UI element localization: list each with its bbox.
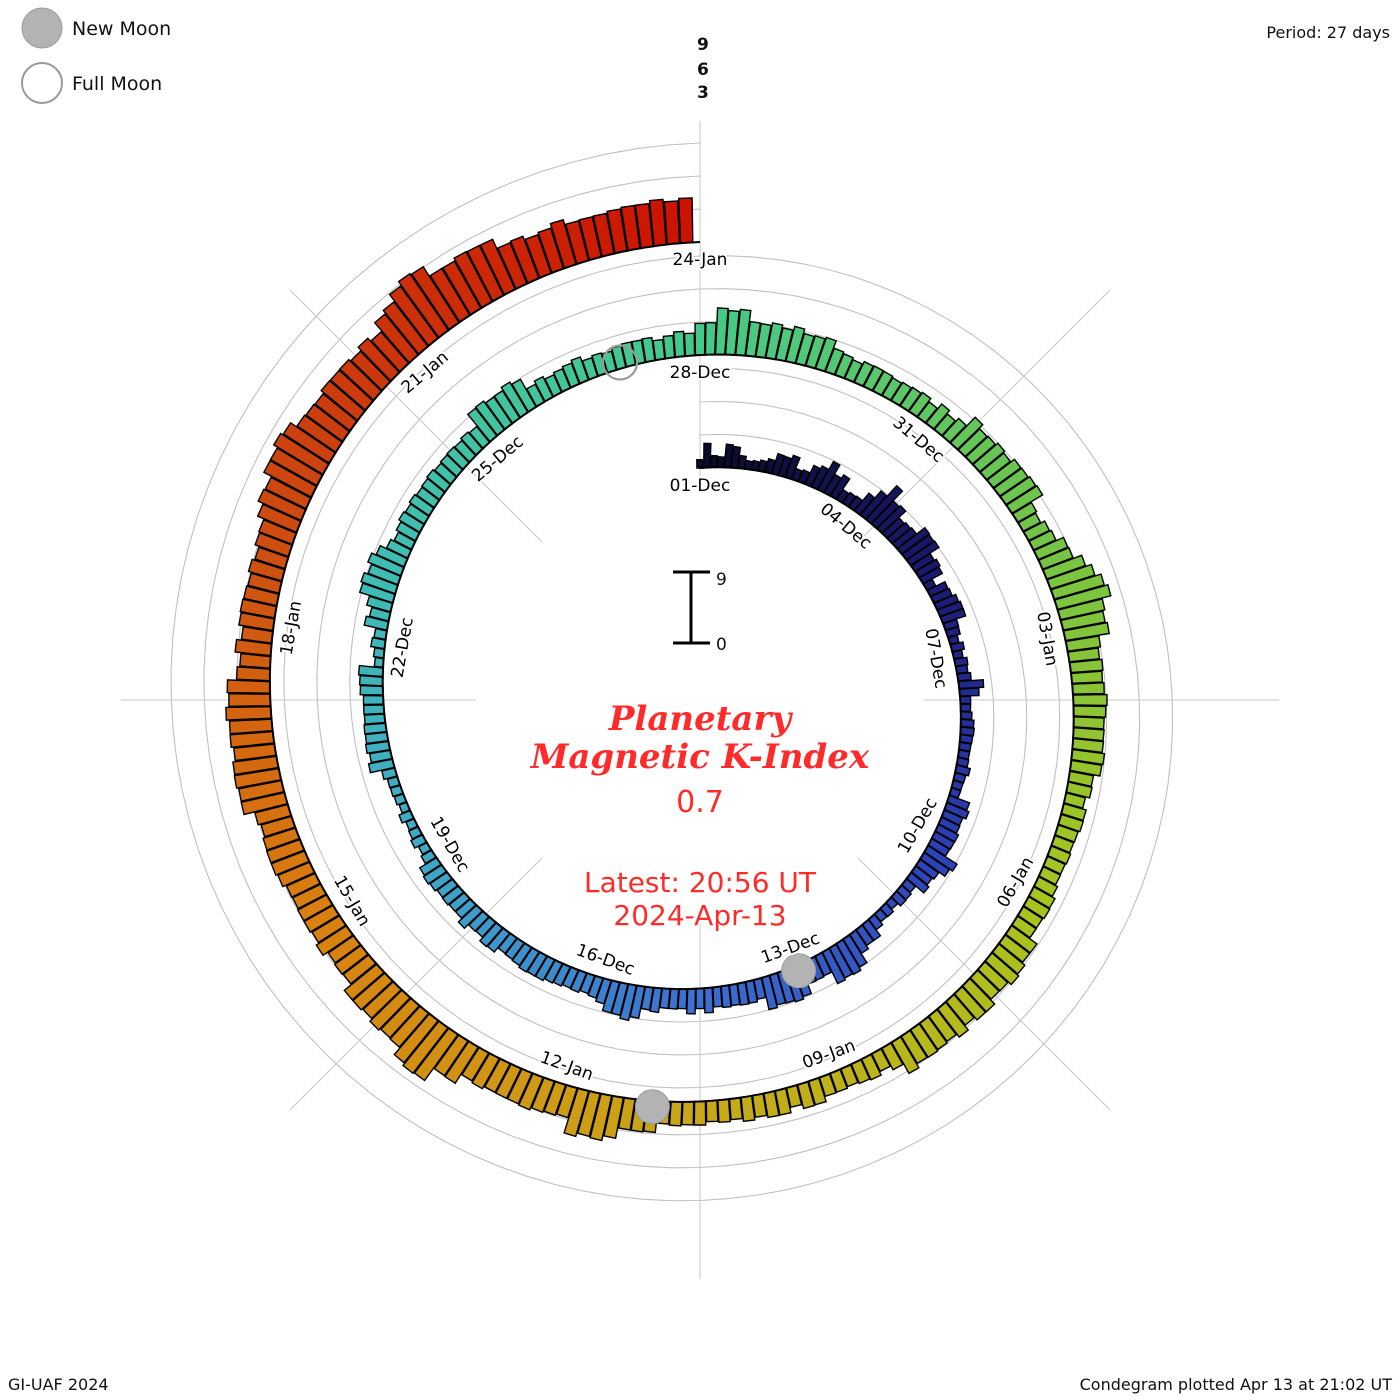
kp-bar xyxy=(696,459,704,469)
kp-bar xyxy=(362,694,384,706)
kp-bar xyxy=(959,718,975,729)
svg-text:28-Dec: 28-Dec xyxy=(670,363,731,383)
radial-spoke xyxy=(290,858,542,1110)
kp-bar xyxy=(363,713,386,725)
kp-bar xyxy=(358,674,384,687)
kp-bar xyxy=(728,1097,744,1121)
kp-bar xyxy=(226,679,271,694)
new-moon-marker-icon xyxy=(634,1089,670,1125)
kp-bar xyxy=(957,678,985,690)
svg-text:24-Jan: 24-Jan xyxy=(673,250,728,270)
kp-bar xyxy=(740,1095,756,1123)
moon-markers xyxy=(601,344,817,1125)
kp-bar xyxy=(959,703,972,713)
svg-text:28-Dec: 28-Dec xyxy=(670,363,731,383)
kp-bar xyxy=(959,710,973,721)
polar-grid xyxy=(120,120,1280,1280)
kp-bar xyxy=(668,1100,683,1127)
spiral-baselines xyxy=(268,241,1075,1103)
kp-bar xyxy=(959,695,972,705)
kp-bar xyxy=(652,338,666,361)
kp-bar xyxy=(717,1098,731,1124)
kp-bar xyxy=(1072,716,1105,730)
spiral-baseline xyxy=(268,241,1075,1103)
svg-text:07-Dec: 07-Dec xyxy=(920,627,950,690)
kp-bar xyxy=(672,330,686,358)
kp-bar xyxy=(677,988,688,1010)
kp-bar xyxy=(703,986,715,1014)
kp-bar xyxy=(677,197,694,244)
kp-bar xyxy=(683,332,696,357)
kp-bar xyxy=(709,454,719,469)
kp-bar xyxy=(228,718,274,735)
kp-bar xyxy=(693,1100,707,1126)
kp-bar xyxy=(702,442,712,469)
kp-bar xyxy=(1071,682,1105,695)
kp-bar xyxy=(681,1100,695,1126)
kp-bar xyxy=(235,666,272,682)
svg-text:03-Jan: 03-Jan xyxy=(1032,610,1061,668)
kp-bar xyxy=(958,687,980,697)
kp-gridline-spiral xyxy=(170,142,1174,1202)
kp-bar xyxy=(712,985,723,1008)
kp-bar xyxy=(704,321,717,356)
kp-bar xyxy=(685,988,697,1015)
svg-text:01-Dec: 01-Dec xyxy=(670,476,731,496)
kp-bar xyxy=(695,987,705,1010)
kp-bar xyxy=(362,704,385,716)
kp-bar xyxy=(694,322,706,356)
svg-text:22-Dec: 22-Dec xyxy=(388,616,418,679)
new-moon-marker-icon xyxy=(781,953,817,989)
svg-text:18-Jan: 18-Jan xyxy=(277,599,306,657)
kp-bar xyxy=(1072,693,1108,707)
kp-bar xyxy=(363,722,388,735)
kp-bar xyxy=(359,684,384,696)
svg-text:01-Dec: 01-Dec xyxy=(670,476,731,496)
kp-bar xyxy=(1072,705,1107,718)
kp-bar xyxy=(662,334,676,360)
kp-bar xyxy=(720,984,732,1009)
kp-bar xyxy=(716,455,726,469)
radial-spoke xyxy=(290,290,542,542)
kp-bar xyxy=(1070,670,1104,685)
svg-text:24-Jan: 24-Jan xyxy=(673,250,728,270)
kp-bar xyxy=(228,692,271,708)
full-moon-marker-icon xyxy=(601,344,639,381)
kp-bar xyxy=(705,1099,719,1123)
radial-spoke xyxy=(858,290,1110,542)
kp-bar xyxy=(663,200,681,245)
kp-bar xyxy=(225,705,272,721)
kp-bar xyxy=(956,671,972,682)
